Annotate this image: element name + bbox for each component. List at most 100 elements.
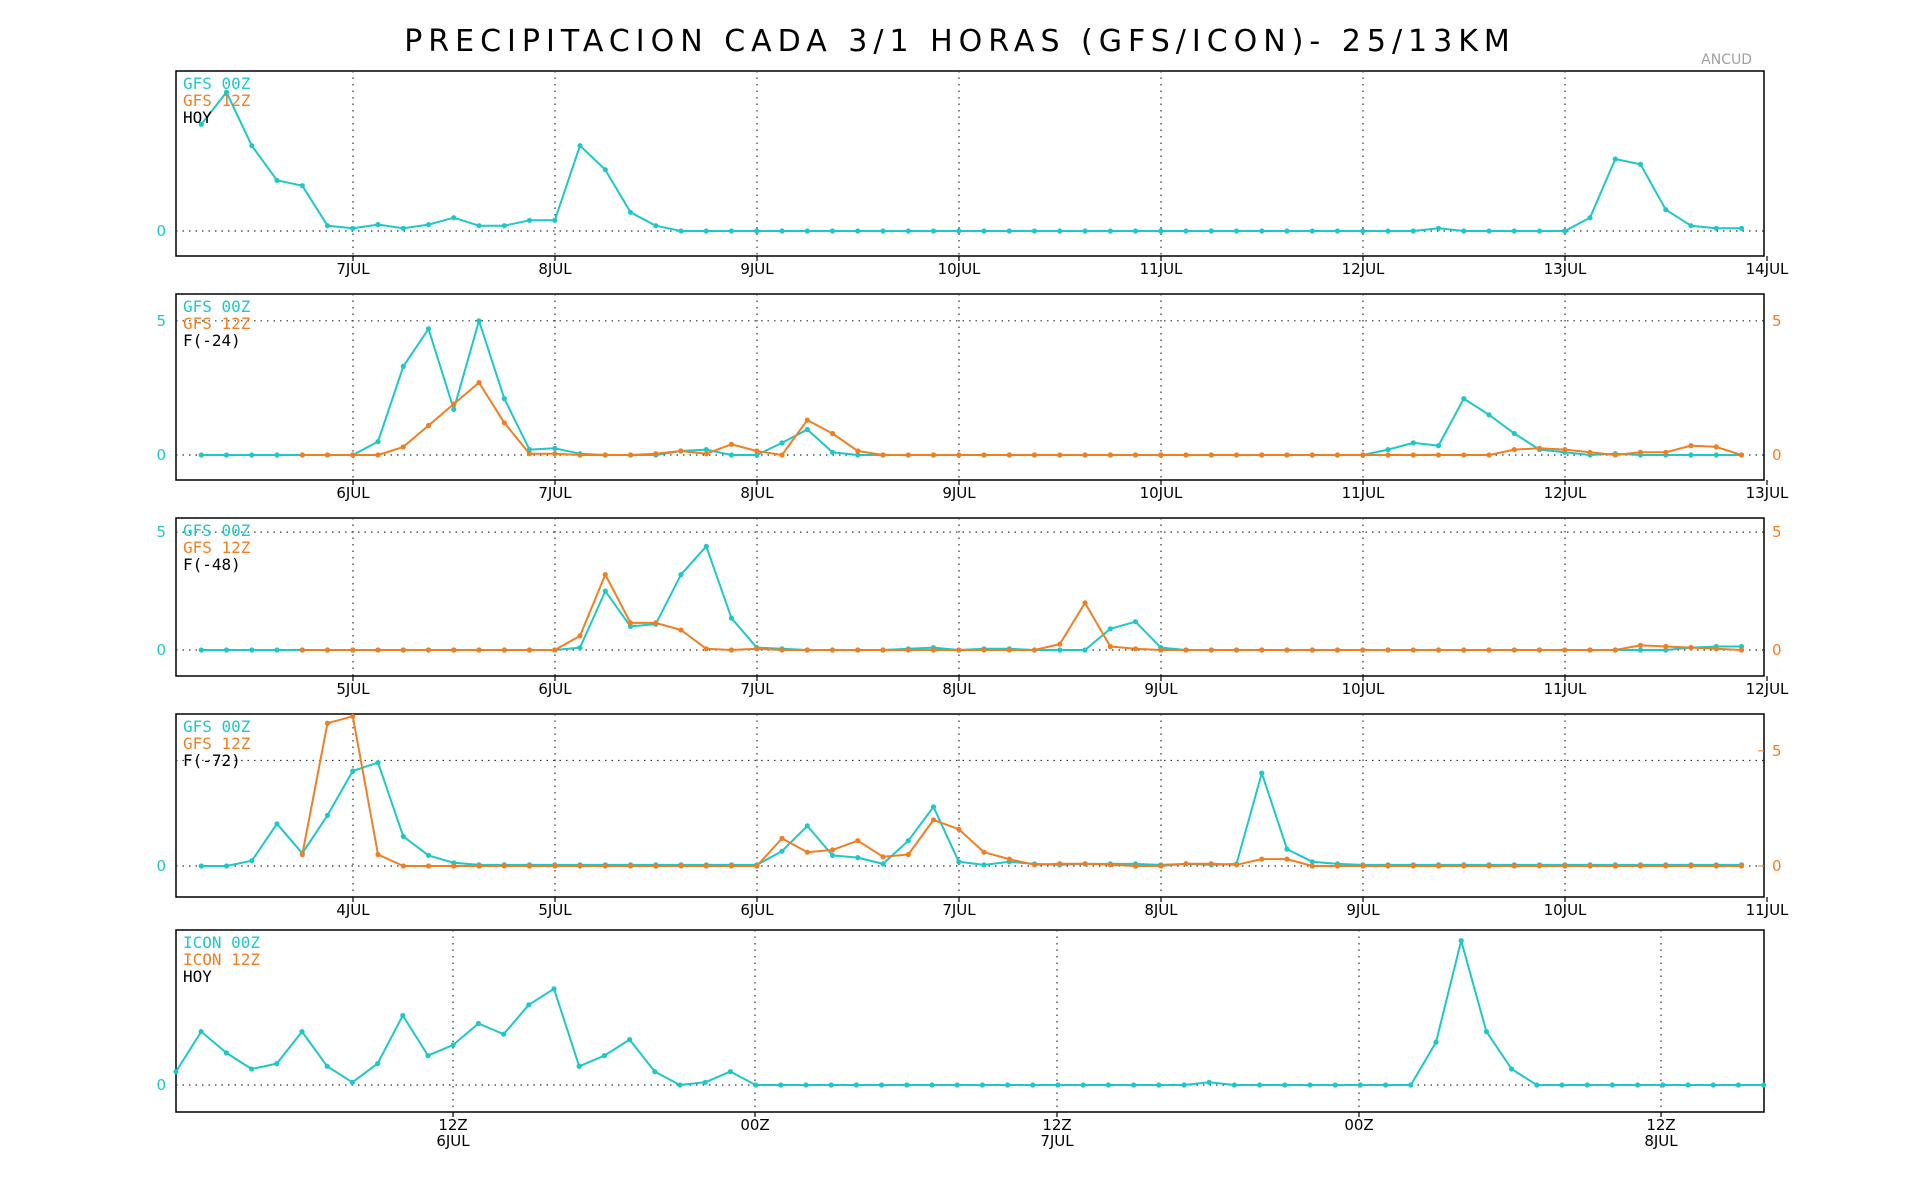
panel-frame xyxy=(175,70,1765,257)
data-point xyxy=(1057,641,1063,647)
data-point xyxy=(1461,228,1467,234)
data-point xyxy=(678,228,684,234)
data-point xyxy=(1486,647,1492,653)
data-point xyxy=(804,849,810,855)
data-point xyxy=(274,452,280,458)
data-point xyxy=(602,452,608,458)
data-point xyxy=(299,452,305,458)
data-point xyxy=(249,143,255,149)
data-point xyxy=(1509,1066,1515,1072)
data-point xyxy=(476,380,482,386)
data-point xyxy=(1208,452,1214,458)
data-point xyxy=(1284,647,1290,653)
data-point xyxy=(1461,452,1467,458)
data-point xyxy=(1761,1082,1767,1088)
data-point xyxy=(1309,452,1315,458)
data-point xyxy=(526,863,533,869)
data-point xyxy=(1259,228,1265,234)
data-point xyxy=(274,647,280,653)
data-point xyxy=(627,452,634,458)
data-point xyxy=(829,430,836,437)
data-point xyxy=(1259,770,1265,776)
x-tick-label: 11JUL xyxy=(1746,901,1789,919)
data-point xyxy=(1183,861,1189,867)
data-point xyxy=(1132,452,1139,458)
x-tick-label: 00Z xyxy=(1344,1116,1373,1134)
data-point xyxy=(1206,1079,1212,1085)
data-point xyxy=(1005,1082,1011,1088)
data-point xyxy=(779,835,785,842)
data-point xyxy=(1107,228,1113,234)
data-point xyxy=(223,863,230,869)
data-point xyxy=(1738,225,1745,231)
data-point xyxy=(754,448,760,454)
data-point xyxy=(349,1079,355,1085)
x-date-label: 8JUL xyxy=(1644,1132,1678,1150)
data-point xyxy=(400,363,406,369)
data-point xyxy=(1738,452,1745,458)
data-point xyxy=(855,452,861,458)
data-point xyxy=(905,647,911,653)
data-point xyxy=(552,217,558,223)
data-point xyxy=(1511,863,1517,869)
x-tick-label: 7JUL xyxy=(740,680,774,698)
data-point xyxy=(1132,619,1139,625)
x-tick-label: 9JUL xyxy=(1346,901,1380,919)
data-point xyxy=(576,1063,582,1069)
data-point xyxy=(274,177,280,183)
data-point xyxy=(653,223,659,229)
data-point xyxy=(602,588,608,594)
data-point xyxy=(1006,452,1012,458)
data-point xyxy=(804,417,810,423)
data-point xyxy=(1385,863,1391,869)
data-point xyxy=(904,1082,910,1088)
legend-entry: GFS 12Z xyxy=(183,91,251,110)
data-point xyxy=(1688,223,1694,229)
legend-entry: GFS 12Z xyxy=(183,314,251,333)
series-line xyxy=(302,573,1742,651)
x-tick-label: 12JUL xyxy=(1342,260,1385,278)
data-point xyxy=(400,647,406,653)
data-point xyxy=(1483,1029,1489,1035)
data-point xyxy=(1107,862,1113,868)
data-point xyxy=(1609,1082,1615,1088)
data-point xyxy=(425,852,432,859)
x-tick-label: 10JUL xyxy=(1140,484,1183,502)
data-point xyxy=(350,225,356,231)
data-point xyxy=(855,647,861,653)
data-point xyxy=(299,851,305,858)
right-y-tick-label: 0 xyxy=(1772,857,1782,875)
data-point xyxy=(1713,452,1719,458)
data-point xyxy=(552,445,558,451)
series-line xyxy=(302,381,1742,456)
data-point xyxy=(501,420,507,426)
data-point xyxy=(425,647,432,653)
data-point xyxy=(1433,1039,1439,1045)
data-point xyxy=(829,449,836,455)
data-point xyxy=(400,833,406,840)
data-point xyxy=(1562,647,1568,653)
data-point xyxy=(1082,452,1088,458)
data-point xyxy=(678,627,684,633)
data-point xyxy=(1309,859,1315,865)
x-tick-label: 7JUL xyxy=(942,901,976,919)
data-point xyxy=(778,1082,784,1088)
data-point xyxy=(1309,647,1315,653)
legend-entry: HOY xyxy=(183,967,212,986)
data-point xyxy=(1183,228,1189,234)
data-point xyxy=(1435,647,1442,653)
data-point xyxy=(753,1082,759,1088)
series-line xyxy=(301,715,1742,867)
data-point xyxy=(1562,228,1568,234)
data-point xyxy=(1511,447,1517,453)
series-line xyxy=(200,91,1742,232)
data-point xyxy=(1183,452,1189,458)
x-tick-label: 13JUL xyxy=(1544,260,1587,278)
x-date-label: 7JUL xyxy=(1040,1132,1074,1150)
legend-entry: ICON 12Z xyxy=(183,950,260,969)
data-point xyxy=(1410,452,1416,458)
data-point xyxy=(1107,626,1113,632)
data-point xyxy=(223,1050,229,1056)
data-point xyxy=(173,1069,179,1075)
